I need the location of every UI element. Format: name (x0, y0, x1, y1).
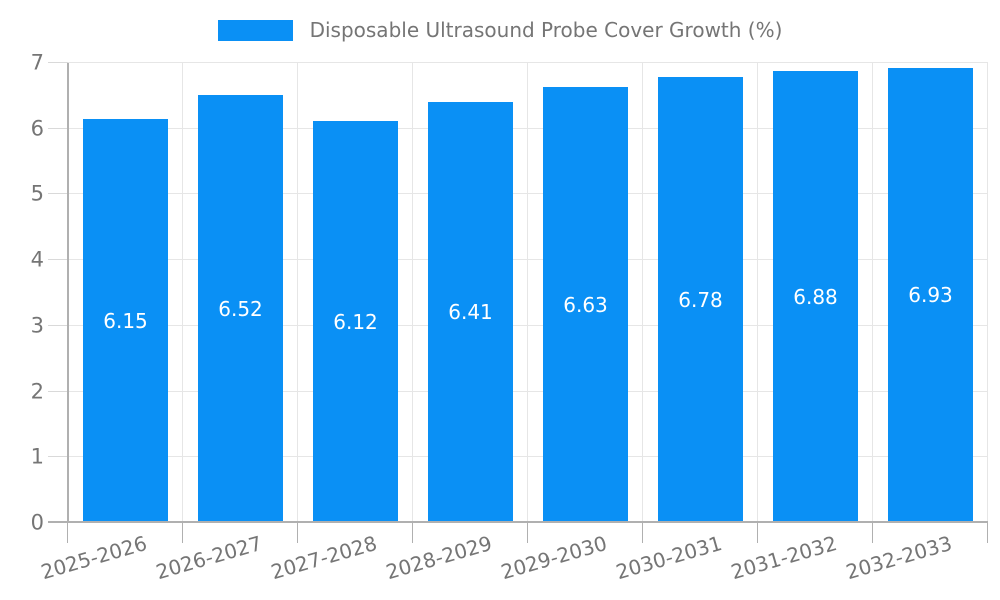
x-grid-line (642, 63, 643, 523)
y-grid-line (68, 324, 988, 326)
x-tick-label: 2025-2026 (38, 531, 151, 585)
bar[interactable] (198, 94, 283, 521)
x-tick-label: 2030-2031 (613, 531, 726, 585)
x-tick-label: 2032-2033 (843, 531, 956, 585)
y-grid-line (68, 193, 988, 195)
x-grid-line (412, 63, 413, 523)
y-tick (48, 259, 68, 261)
y-grid-line (68, 259, 988, 261)
y-tick-label: 5 (30, 181, 44, 206)
y-tick (48, 193, 68, 195)
x-grid-line (297, 63, 298, 523)
bar-value-label: 6.15 (103, 308, 148, 333)
y-tick (48, 456, 68, 458)
y-grid-line (68, 127, 988, 129)
y-tick-label: 2 (30, 379, 44, 404)
bar[interactable] (773, 70, 858, 521)
y-grid-line (68, 390, 988, 392)
x-tick-label: 2031-2032 (728, 531, 841, 585)
x-grid-line (987, 63, 988, 523)
x-tick (67, 523, 68, 543)
y-tick-label: 6 (30, 116, 44, 141)
x-tick (757, 523, 758, 543)
x-tick (642, 523, 643, 543)
bar-value-label: 6.52 (218, 296, 263, 321)
x-tick-label: 2028-2029 (383, 531, 496, 585)
legend-label: Disposable Ultrasound Probe Cover Growth… (309, 18, 783, 42)
bar-value-label: 6.41 (448, 300, 493, 325)
bar[interactable] (543, 87, 628, 521)
bar-value-label: 6.88 (793, 284, 838, 309)
x-tick (412, 523, 413, 543)
bar-value-label: 6.93 (908, 283, 953, 308)
y-tick-label: 7 (30, 50, 44, 75)
x-grid-line (757, 63, 758, 523)
legend[interactable]: Disposable Ultrasound Probe Cover Growth… (0, 18, 1000, 42)
x-tick (987, 523, 988, 543)
bar[interactable] (428, 101, 513, 521)
bar[interactable] (313, 120, 398, 521)
y-axis-line (67, 63, 69, 523)
x-tick (297, 523, 298, 543)
x-tick (872, 523, 873, 543)
y-tick-label: 4 (30, 247, 44, 272)
x-grid-line (872, 63, 873, 523)
x-tick-label: 2027-2028 (268, 531, 381, 585)
bar-value-label: 6.78 (678, 288, 723, 313)
y-tick-label: 3 (30, 313, 44, 338)
y-tick (48, 62, 68, 63)
bar[interactable] (83, 118, 168, 521)
x-grid-line (527, 63, 528, 523)
legend-swatch-icon (217, 19, 293, 41)
bar[interactable] (658, 77, 743, 521)
y-tick-label: 0 (30, 510, 44, 535)
bar-value-label: 6.63 (563, 293, 608, 318)
bar-value-label: 6.12 (333, 309, 378, 334)
y-tick (48, 324, 68, 326)
y-tick (48, 127, 68, 129)
x-tick-label: 2026-2027 (153, 531, 266, 585)
y-grid-line (68, 62, 988, 63)
y-tick (48, 390, 68, 392)
x-tick (182, 523, 183, 543)
x-axis-line (48, 521, 988, 523)
y-grid-line (68, 456, 988, 458)
x-tick (527, 523, 528, 543)
x-tick-label: 2029-2030 (498, 531, 611, 585)
x-grid-line (182, 63, 183, 523)
y-tick-label: 1 (30, 444, 44, 469)
bar[interactable] (888, 67, 973, 521)
